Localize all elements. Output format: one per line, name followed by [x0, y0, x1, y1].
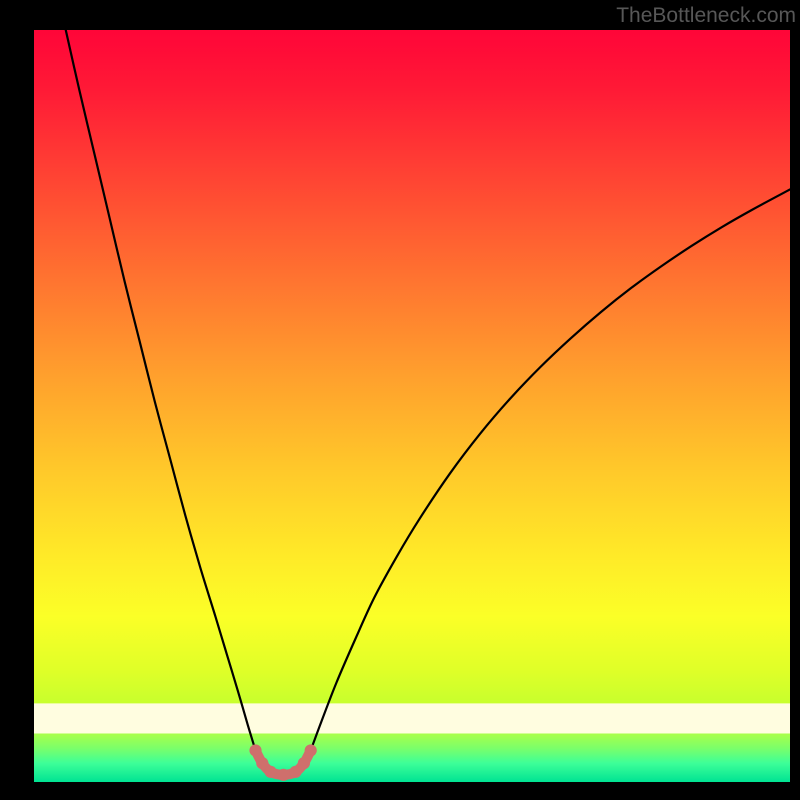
dip-marker	[265, 766, 277, 778]
watermark-text: TheBottleneck.com	[616, 4, 796, 28]
dip-marker	[305, 744, 317, 756]
dip-marker	[277, 769, 289, 781]
bottleneck-chart	[34, 30, 790, 782]
chart-svg	[34, 30, 790, 782]
chart-background	[34, 30, 790, 782]
dip-marker	[249, 744, 261, 756]
dip-marker	[298, 757, 310, 769]
